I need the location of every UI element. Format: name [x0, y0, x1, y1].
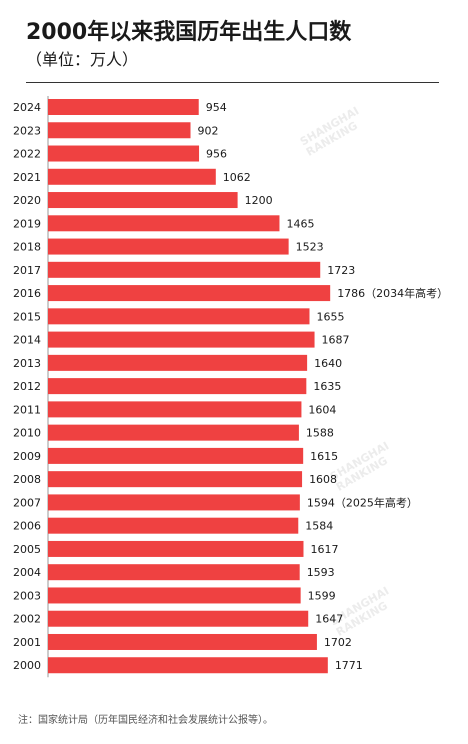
bar — [48, 517, 299, 534]
y-tick-label: 2004 — [13, 566, 41, 579]
bar — [48, 192, 238, 209]
y-tick-label: 2019 — [13, 217, 41, 230]
bar-value-label: 1200 — [245, 194, 273, 207]
bar-value-label: 954 — [206, 101, 227, 114]
bar-value-label: 1465 — [286, 217, 314, 230]
bar — [48, 564, 300, 581]
bar-value-label: 1687 — [322, 334, 350, 347]
bar — [48, 587, 301, 604]
bar — [48, 494, 300, 511]
y-tick-label: 2012 — [13, 380, 41, 393]
bar — [48, 168, 216, 185]
bar — [48, 424, 299, 441]
bar — [48, 471, 303, 488]
y-tick-label: 2005 — [13, 543, 41, 556]
bar — [48, 331, 315, 348]
bar-value-label: 1599 — [308, 589, 336, 602]
y-tick-label: 2010 — [13, 427, 41, 440]
y-tick-label: 2001 — [13, 636, 41, 649]
y-tick-label: 2006 — [13, 520, 41, 533]
title-divider — [26, 82, 439, 83]
y-tick-label: 2011 — [13, 403, 41, 416]
bar-value-label: 1655 — [316, 310, 344, 323]
bar-value-label: 1608 — [309, 473, 337, 486]
bar — [48, 447, 304, 464]
bar-value-label: 1647 — [315, 613, 343, 626]
bar — [48, 215, 280, 232]
y-tick-label: 2020 — [13, 194, 41, 207]
bar — [48, 122, 191, 139]
y-tick-label: 2014 — [13, 334, 41, 347]
bar-value-label: 1635 — [313, 380, 341, 393]
y-tick-label: 2023 — [13, 124, 41, 137]
bar-value-label: 1594（2025年高考） — [307, 495, 418, 509]
bar — [48, 99, 199, 115]
bar-value-label: 1771 — [335, 659, 363, 672]
y-tick-label: 2013 — [13, 357, 41, 370]
bar-value-label: 1723 — [327, 264, 355, 277]
y-tick-label: 2008 — [13, 473, 41, 486]
chart-title: 2000年以来我国历年出生人口数 — [26, 20, 352, 45]
y-tick-label: 2024 — [13, 101, 41, 114]
y-tick-label: 2015 — [13, 310, 41, 323]
bar — [48, 401, 302, 418]
bar — [48, 145, 200, 162]
y-tick-label: 2021 — [13, 171, 41, 184]
bar-value-label: 1604 — [308, 403, 336, 416]
bar — [48, 657, 328, 674]
bar — [48, 285, 331, 302]
y-tick-label: 2007 — [13, 496, 41, 509]
bar — [48, 540, 304, 557]
bar — [48, 261, 321, 278]
y-tick-label: 2016 — [13, 287, 41, 300]
bar-value-label: 1702 — [324, 636, 352, 649]
bar-value-label: 1062 — [223, 171, 251, 184]
y-tick-label: 2000 — [13, 659, 41, 672]
y-tick-label: 2017 — [13, 264, 41, 277]
y-tick-label: 2018 — [13, 241, 41, 254]
bar-value-label: 1523 — [296, 241, 324, 254]
bar-value-label: 1615 — [310, 450, 338, 463]
y-tick-label: 2022 — [13, 148, 41, 161]
bar — [48, 633, 317, 650]
bar-value-label: 1593 — [307, 566, 335, 579]
y-tick-label: 2003 — [13, 589, 41, 602]
y-tick-label: 2002 — [13, 613, 41, 626]
bar-value-label: 1786（2034年高考） — [337, 286, 448, 300]
bar-value-label: 956 — [206, 148, 227, 161]
bar-value-label: 1584 — [305, 520, 333, 533]
chart-subtitle: （单位：万人） — [26, 50, 139, 69]
bar-chart: 2024 954 2023 902 2022 956 2021 1062 2020 1200 201… — [13, 96, 448, 678]
bar — [48, 308, 310, 325]
bar-value-label: 1617 — [310, 543, 338, 556]
bar-value-label: 902 — [198, 124, 219, 137]
bar — [48, 378, 307, 395]
footnote: 注：国家统计局（历年国民经济和社会发展统计公报等）。 — [18, 715, 273, 726]
bar-value-label: 1640 — [314, 357, 342, 370]
bar-value-label: 1588 — [306, 427, 334, 440]
y-tick-label: 2009 — [13, 450, 41, 463]
bar — [48, 238, 289, 255]
bar — [48, 610, 309, 627]
chart-area: 2024 954 2023 902 2022 956 2021 1062 2020 1200 201… — [0, 96, 460, 702]
bar — [48, 354, 308, 371]
